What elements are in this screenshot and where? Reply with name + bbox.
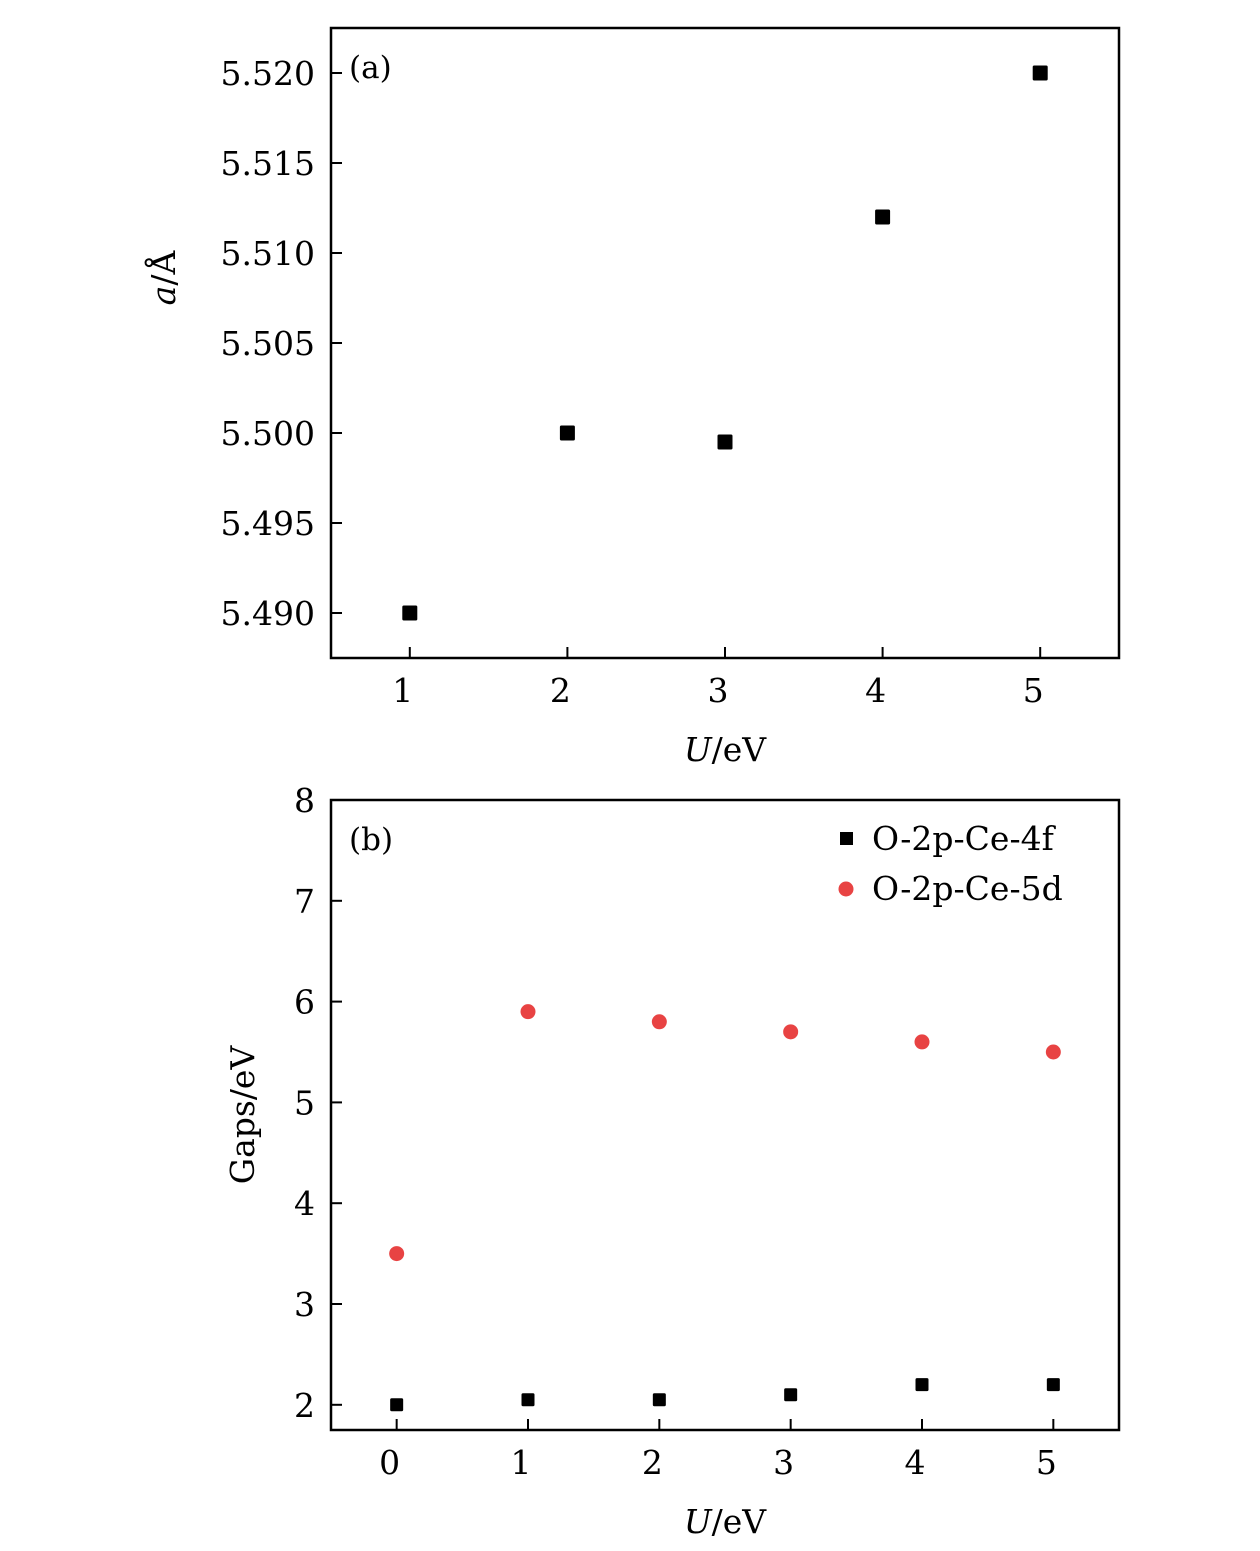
y-tick-label: 5.520 xyxy=(221,54,315,93)
x-axis-label: U/eV xyxy=(684,1502,767,1541)
data-point-o-2p-ce-5d xyxy=(783,1024,799,1040)
panel-a: 1 2 3 4 5 5.490 5.495 5.500 5.505 5.510 5.515 5.520… xyxy=(143,26,1121,769)
x-tick-label: 3 xyxy=(708,671,729,710)
data-point-o-2p-ce-4f xyxy=(521,1393,535,1407)
x-tick-label: 4 xyxy=(865,671,886,710)
data-point-o-2p-ce-4f xyxy=(1046,1378,1060,1392)
plot-frame xyxy=(329,26,1121,660)
x-tick-label: 0 xyxy=(379,1443,400,1482)
x-tick-label: 2 xyxy=(642,1443,663,1482)
legend-label: O-2p-Ce-5d xyxy=(872,869,1063,908)
y-tick-label: 5.500 xyxy=(221,414,315,453)
x-tick-label: 5 xyxy=(1036,1443,1057,1482)
y-tick-label: 5.510 xyxy=(221,234,315,273)
legend-marker-square xyxy=(840,832,853,845)
y-tick-label: 5.505 xyxy=(221,324,315,363)
data-point-o-2p-ce-5d xyxy=(389,1246,405,1262)
data-point-a xyxy=(1032,65,1048,81)
data-point-o-2p-ce-5d xyxy=(520,1004,536,1020)
panel-b: 0 1 2 3 4 52345678(b)U/eVGaps/eVO-2p-Ce-4fO-2… xyxy=(223,781,1121,1541)
panel-label: (b) xyxy=(349,822,393,858)
y-tick-label: 2 xyxy=(294,1386,315,1425)
data-point-a xyxy=(717,434,733,450)
y-tick-label: 5.515 xyxy=(221,144,315,183)
y-axis-label: a/Å xyxy=(143,250,183,306)
legend-label: O-2p-Ce-4f xyxy=(872,819,1057,858)
data-point-o-2p-ce-4f xyxy=(915,1378,929,1392)
data-point-a xyxy=(559,425,575,441)
x-tick-label: 4 xyxy=(905,1443,926,1482)
data-point-o-2p-ce-5d xyxy=(651,1014,667,1030)
y-tick-label: 8 xyxy=(294,781,315,820)
data-point-o-2p-ce-4f xyxy=(390,1398,404,1412)
x-axis-label: U/eV xyxy=(684,730,767,769)
data-point-o-2p-ce-5d xyxy=(1045,1044,1061,1060)
y-tick-label: 5 xyxy=(294,1083,315,1122)
y-tick-label: 4 xyxy=(294,1184,315,1223)
data-point-o-2p-ce-5d xyxy=(914,1034,930,1050)
x-tick-label: 2 xyxy=(550,671,571,710)
y-tick-label: 3 xyxy=(294,1285,315,1324)
legend-marker-circle xyxy=(838,881,854,897)
y-tick-label: 6 xyxy=(294,983,315,1022)
data-point-a xyxy=(402,605,418,621)
x-tick-label: 5 xyxy=(1023,671,1044,710)
y-tick-label: 5.495 xyxy=(221,504,315,543)
legend: O-2p-Ce-4f O-2p-Ce-5d xyxy=(838,819,1063,908)
panel-label: (a) xyxy=(349,50,392,86)
x-tick-label: 1 xyxy=(392,671,413,710)
plot-frame xyxy=(329,798,1121,1432)
data-point-o-2p-ce-4f xyxy=(652,1393,666,1407)
y-tick-label: 7 xyxy=(294,882,315,921)
y-tick-label: 5.490 xyxy=(221,594,315,633)
data-point-o-2p-ce-4f xyxy=(784,1388,798,1402)
x-tick-label: 3 xyxy=(773,1443,794,1482)
data-point-a xyxy=(875,209,891,225)
y-axis-label: Gaps/eV xyxy=(223,1045,262,1185)
x-tick-label: 1 xyxy=(511,1443,532,1482)
